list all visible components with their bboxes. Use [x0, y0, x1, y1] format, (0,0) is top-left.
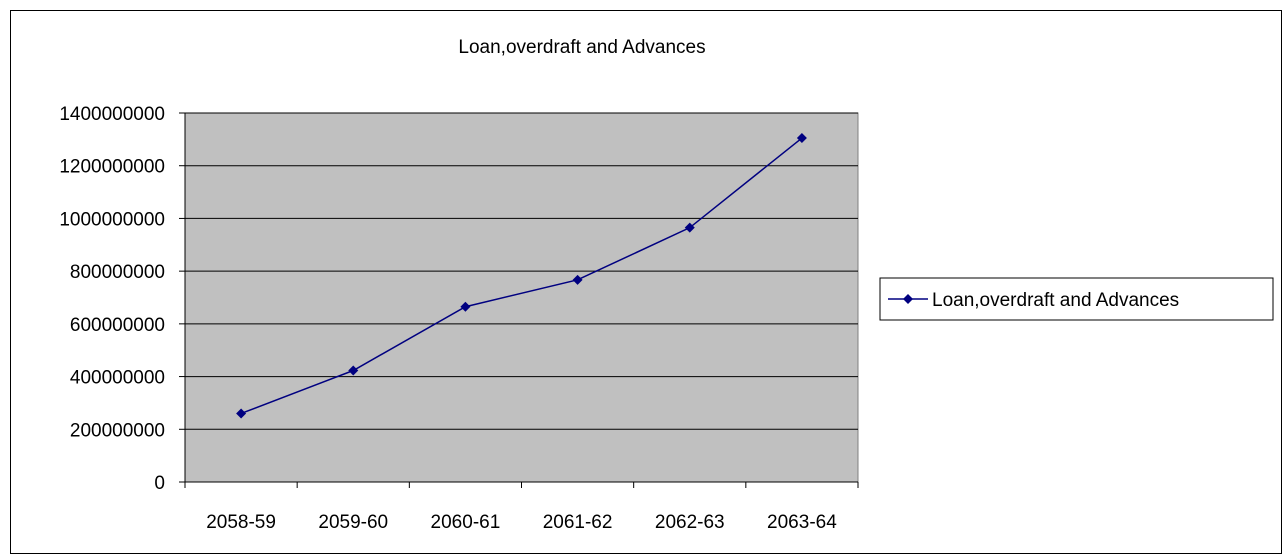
chart-title: Loan,overdraft and Advances — [458, 37, 705, 58]
series-line-0 — [240, 137, 803, 415]
y-tick-label-0: 0 — [154, 473, 165, 494]
x-tick-label-2: 2060-61 — [431, 512, 501, 533]
x-tick-labels: 2058-59 2059-60 2060-61 2061-62 2062-63 2063-… — [206, 512, 837, 533]
data-point-0-3 — [572, 274, 583, 285]
gridlines — [185, 112, 858, 430]
plot-area — [184, 112, 859, 483]
x-tick-label-3: 2061-62 — [543, 512, 613, 533]
y-tick-label-5: 1000000000 — [59, 209, 165, 230]
data-point-0-0 — [236, 408, 247, 419]
x-tick-label-1: 2059-60 — [318, 512, 388, 533]
legend-box — [879, 277, 1274, 321]
legend-label: Loan,overdraft and Advances — [932, 290, 1179, 311]
y-tick-label-6: 1200000000 — [59, 157, 165, 178]
data-point-0-2 — [460, 301, 471, 312]
legend-marker-swatch — [903, 294, 913, 304]
data-point-0-1 — [348, 365, 359, 376]
y-tick-label-3: 600000000 — [70, 315, 165, 336]
legend: Loan,overdraft and Advances — [879, 277, 1274, 321]
x-tick-label-5: 2063-64 — [767, 512, 837, 533]
y-tick-label-1: 200000000 — [70, 420, 165, 441]
axes — [179, 112, 859, 488]
series-layer — [236, 133, 807, 419]
x-tick-label-4: 2062-63 — [655, 512, 725, 533]
x-tick-label-0: 2058-59 — [206, 512, 276, 533]
data-point-0-5 — [796, 133, 807, 144]
y-tick-label-7: 1400000000 — [59, 104, 165, 125]
y-tick-label-4: 800000000 — [70, 262, 165, 283]
y-tick-label-2: 400000000 — [70, 368, 165, 389]
data-point-0-4 — [684, 222, 695, 233]
y-tick-labels: 0 200000000 400000000 600000000 800000000 100… — [59, 104, 165, 494]
